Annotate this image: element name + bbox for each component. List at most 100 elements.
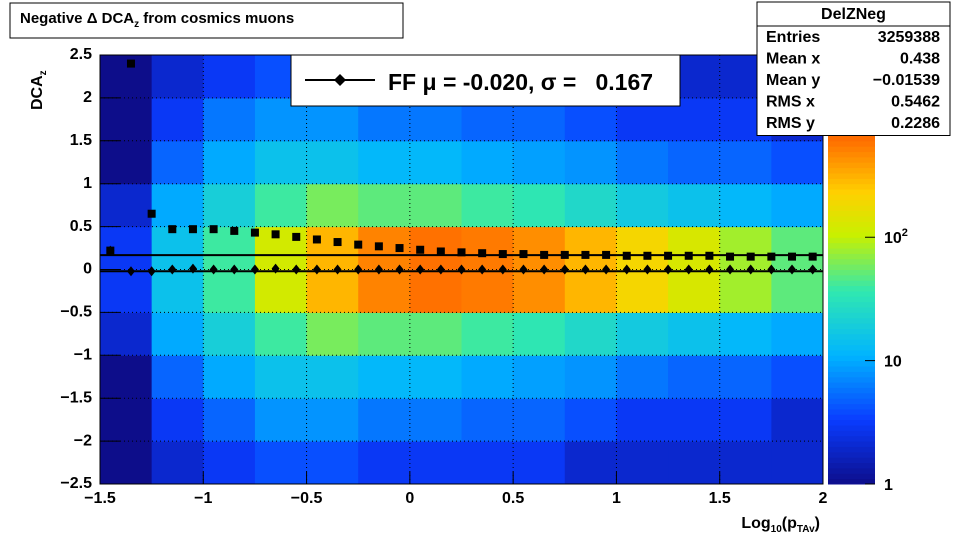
diamond-marker <box>622 264 631 275</box>
color-bar-step <box>828 301 875 308</box>
label-part: TAv <box>797 524 815 535</box>
diamond-marker <box>292 264 301 275</box>
color-bar-step <box>828 419 875 426</box>
color-bar-step <box>828 269 875 276</box>
diamond-marker <box>519 264 528 275</box>
color-bar-step <box>828 366 875 372</box>
color-bar-step <box>828 226 875 233</box>
square-marker <box>230 226 239 235</box>
color-bar-step <box>828 151 875 158</box>
color-bar-step <box>828 290 875 297</box>
heat-cell <box>358 398 411 442</box>
diamond-marker <box>643 264 652 275</box>
z-tick-base: 1 <box>884 477 893 494</box>
heat-cell <box>461 312 514 356</box>
heat-cell <box>616 140 669 185</box>
square-marker <box>519 250 528 259</box>
square-marker <box>271 230 280 239</box>
color-bar-step <box>828 253 875 260</box>
color-bar-step <box>828 194 875 201</box>
square-marker <box>292 232 301 241</box>
square-marker <box>560 250 569 259</box>
color-bar-step <box>828 146 875 153</box>
heat-cell <box>461 355 514 399</box>
color-bar-step <box>828 414 875 421</box>
color-bar-step <box>828 162 875 169</box>
heat-cell <box>719 183 772 228</box>
heat-cell <box>616 398 669 442</box>
square-marker <box>643 251 652 260</box>
stats-value: 0.2286 <box>891 115 940 132</box>
heat-cell <box>100 355 153 399</box>
heat-cell <box>771 140 824 185</box>
diamond-marker <box>767 264 776 275</box>
diamond-marker <box>250 264 259 275</box>
x-tick-label: 2 <box>819 490 828 507</box>
heat-cell <box>100 140 153 185</box>
heat-cell <box>100 441 153 485</box>
heat-cell <box>409 398 462 442</box>
color-bar-step <box>828 339 875 346</box>
heat-cell <box>151 269 204 313</box>
color-bar-step <box>828 296 875 303</box>
heat-cell <box>461 226 514 270</box>
label-part: Log <box>741 515 770 532</box>
heat-cell <box>616 269 669 313</box>
y-tick-label: −2 <box>74 432 92 449</box>
z-tick-label: 10 <box>884 354 902 371</box>
heat-cell <box>719 226 772 270</box>
diamond-marker <box>726 264 735 275</box>
square-marker <box>746 252 755 261</box>
square-marker <box>808 252 817 261</box>
heat-cell <box>151 55 204 99</box>
heat-cell <box>668 226 721 270</box>
heat-cell <box>719 441 772 485</box>
color-bar-step <box>828 473 875 480</box>
square-marker <box>354 240 363 249</box>
diamond-marker <box>395 264 404 275</box>
square-marker <box>581 250 590 259</box>
square-marker <box>188 225 197 234</box>
color-bar-step <box>828 199 875 206</box>
heat-cell <box>409 441 462 485</box>
heat-cell <box>668 355 721 399</box>
diamond-marker <box>602 264 611 275</box>
color-bar-step <box>828 323 875 329</box>
square-marker <box>168 225 177 234</box>
color-bar-step <box>828 167 875 174</box>
color-bar-step <box>828 215 875 222</box>
color-bar-step <box>828 285 875 292</box>
heat-cell <box>513 312 566 356</box>
y-tick-label: 2.5 <box>70 46 92 63</box>
heat-cell <box>358 312 411 356</box>
diamond-marker <box>746 264 755 275</box>
square-marker <box>436 247 445 256</box>
heat-cell <box>358 355 411 399</box>
heat-cell <box>100 97 153 142</box>
diamond-marker <box>188 263 197 274</box>
stats-value: −0.01539 <box>873 72 940 89</box>
diamond-marker <box>808 264 817 275</box>
legend-text: FF μ = -0.020, σ = 0.167 <box>388 69 653 95</box>
heat-cell <box>358 269 411 313</box>
diamond-marker <box>788 264 797 275</box>
square-marker <box>622 251 631 260</box>
heat-cell <box>564 140 617 185</box>
x-axis-label: Log10(pTAv) <box>741 515 820 535</box>
color-bar-step <box>828 328 875 335</box>
chart-title: Negative Δ DCAz from cosmics muons <box>20 10 294 30</box>
stats-key: Mean x <box>766 51 820 68</box>
heat-cell <box>151 140 204 185</box>
color-bar-step <box>828 408 875 415</box>
heat-cell <box>719 140 772 185</box>
heat-cell <box>564 226 617 270</box>
heat-cell <box>616 312 669 356</box>
heat-cell <box>254 140 308 185</box>
square-marker <box>250 228 259 237</box>
heat-cell <box>719 312 772 356</box>
heat-cell <box>668 441 721 485</box>
heat-cell <box>151 226 204 270</box>
color-bar-step <box>828 398 875 405</box>
heat-cell <box>409 269 462 313</box>
